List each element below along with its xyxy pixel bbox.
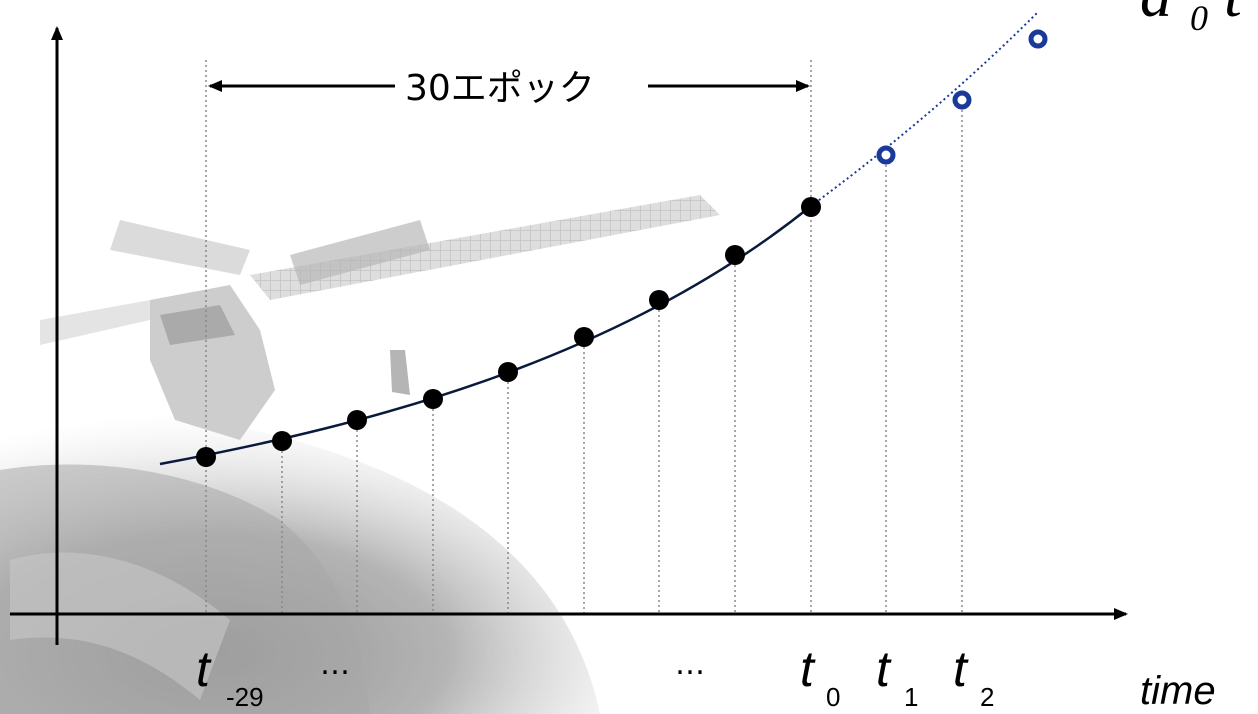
- formula-symbol: a: [1140, 0, 1172, 30]
- tick-subscript: 2: [980, 682, 994, 712]
- predicted-points: [876, 29, 1048, 165]
- observed-point: [649, 290, 669, 310]
- predicted-point: [876, 145, 896, 165]
- tick-subscript: 0: [826, 682, 840, 712]
- earth-cloud-band: [0, 464, 370, 714]
- formula-fragment: a 0 t: [1140, 0, 1244, 38]
- epoch-span-indicator: 30エポック: [208, 68, 810, 109]
- observed-point: [801, 197, 821, 217]
- observed-point: [423, 389, 443, 409]
- x-axis-label: time: [1140, 669, 1216, 713]
- extrapolated-curve: [810, 11, 1039, 207]
- formula-subscript: 0: [1190, 0, 1208, 38]
- satellite-earth-background: [0, 195, 720, 714]
- ellipsis-right: …: [675, 647, 705, 682]
- tick-symbol: t: [196, 641, 212, 697]
- observed-point: [574, 327, 594, 347]
- observed-point: [272, 431, 292, 451]
- tick-subscript: 1: [904, 682, 918, 712]
- observed-point: [347, 410, 367, 430]
- observed-point: [725, 245, 745, 265]
- earth-cloud-streak: [10, 552, 230, 700]
- tick-symbol: t: [876, 641, 892, 697]
- predicted-point: [1028, 29, 1048, 49]
- fitted-curve: [159, 205, 812, 466]
- tick-symbol: t: [953, 641, 969, 697]
- ellipsis-left: …: [320, 647, 350, 682]
- observed-point: [498, 362, 518, 382]
- predicted-point: [952, 90, 972, 110]
- tick-subscript: -29: [226, 682, 264, 712]
- observed-points: [196, 197, 821, 467]
- earth-horizon: [0, 412, 600, 714]
- epoch-guide-lines: [205, 60, 963, 614]
- observed-point: [196, 447, 216, 467]
- time-tick-labels: t -29 … … t 0 t 1 t 2: [196, 641, 994, 712]
- formula-trailing-symbol: t: [1224, 0, 1244, 30]
- tick-symbol: t: [800, 641, 816, 697]
- satellite-silhouette: [40, 195, 720, 440]
- span-label: 30エポック: [405, 68, 595, 109]
- axes: [10, 26, 1128, 645]
